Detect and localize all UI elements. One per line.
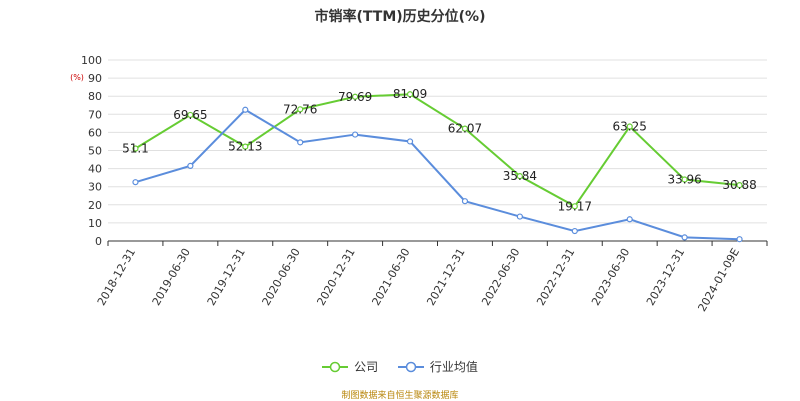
- legend-item-company[interactable]: 公司: [322, 358, 378, 375]
- grid-lines: [108, 59, 767, 224]
- data-point-industry: [132, 179, 139, 186]
- data-point-industry: [736, 236, 743, 243]
- data-point-company: [681, 176, 688, 183]
- x-tick-label: 2022-12-31: [534, 246, 577, 308]
- data-point-industry: [571, 227, 578, 235]
- x-tick-label: 2019-06-30: [150, 246, 193, 308]
- series-lines: [132, 91, 743, 243]
- legend: 公司 行业均值: [0, 358, 800, 376]
- y-tick-label: 30: [88, 181, 102, 194]
- y-tick-label: 70: [88, 108, 102, 121]
- legend-marker-company: [322, 361, 349, 372]
- data-labels: 51.1 69.65 52.13 72.76 79.69 81.09 62.07 35.84 1…: [122, 87, 757, 213]
- source-note: 制图数据来自恒生聚源数据库: [341, 391, 459, 401]
- data-label: 72.76: [283, 102, 317, 116]
- data-label: 52.13: [228, 140, 262, 154]
- x-tick-label: 2021-12-31: [424, 246, 467, 308]
- data-point-industry: [516, 213, 523, 220]
- data-point-industry: [187, 162, 194, 169]
- legend-marker-industry: [397, 361, 424, 372]
- data-point-company: [461, 125, 469, 132]
- data-point-industry: [406, 138, 414, 145]
- y-tick-label: 40: [88, 163, 102, 176]
- data-point-industry: [626, 216, 633, 223]
- data-point-company: [736, 182, 743, 189]
- data-point-company: [187, 111, 194, 119]
- data-label: 79.69: [338, 90, 372, 104]
- y-axis-unit: (%): [70, 73, 84, 82]
- y-tick-label: 10: [88, 217, 102, 230]
- data-point-industry: [461, 198, 469, 205]
- data-point-industry: [297, 139, 304, 146]
- chart-title: 市销率(TTM)历史分位(%): [314, 9, 486, 25]
- data-label: 63.25: [613, 120, 647, 134]
- data-label: 62.07: [448, 122, 482, 136]
- data-point-company: [516, 173, 523, 180]
- y-tick-label: 0: [95, 235, 102, 248]
- data-label: 35.84: [503, 169, 537, 183]
- x-tick-label: 2022-06-30: [479, 246, 522, 308]
- x-tick-label: 2018-12-31: [95, 246, 138, 308]
- legend-label-company: 公司: [354, 360, 379, 374]
- x-tick-label: 2020-06-30: [260, 246, 303, 308]
- data-label: 81.09: [393, 87, 427, 101]
- x-tick-label: 2021-06-30: [369, 246, 412, 308]
- data-point-company: [242, 143, 249, 150]
- data-point-industry: [681, 234, 688, 241]
- data-label: 69.65: [173, 108, 207, 122]
- x-tick-label: 2023-06-30: [589, 246, 632, 308]
- series-line-industry: [135, 108, 740, 241]
- data-point-industry: [352, 131, 359, 138]
- y-tick-label: 20: [88, 199, 102, 212]
- y-tick-label: 50: [88, 145, 102, 158]
- data-point-industry: [242, 106, 249, 113]
- y-tick-label: 90: [88, 72, 102, 85]
- y-tick-label: 60: [88, 126, 102, 139]
- y-tick-label: 80: [88, 90, 102, 103]
- legend-label-industry: 行业均值: [429, 360, 478, 374]
- x-tick-label: 2024-01-09E: [695, 246, 742, 314]
- legend-item-industry[interactable]: 行业均值: [397, 358, 478, 375]
- data-label: 30.88: [722, 178, 756, 192]
- x-tick-label: 2023-12-31: [644, 246, 687, 308]
- data-point-company: [352, 93, 359, 100]
- x-tick-label: 2019-12-31: [205, 246, 248, 308]
- data-label: 19.17: [558, 199, 592, 213]
- x-tick-label: 2020-12-31: [314, 246, 357, 308]
- data-point-company: [297, 106, 304, 113]
- series-line-company: [134, 93, 740, 208]
- data-point-company: [406, 91, 414, 98]
- data-label: 51.1: [122, 142, 149, 156]
- data-point-company: [626, 123, 633, 130]
- y-tick-label: 100: [81, 54, 102, 67]
- data-point-company: [571, 203, 578, 210]
- data-label: 33.96: [667, 173, 701, 187]
- data-point-company: [132, 145, 139, 152]
